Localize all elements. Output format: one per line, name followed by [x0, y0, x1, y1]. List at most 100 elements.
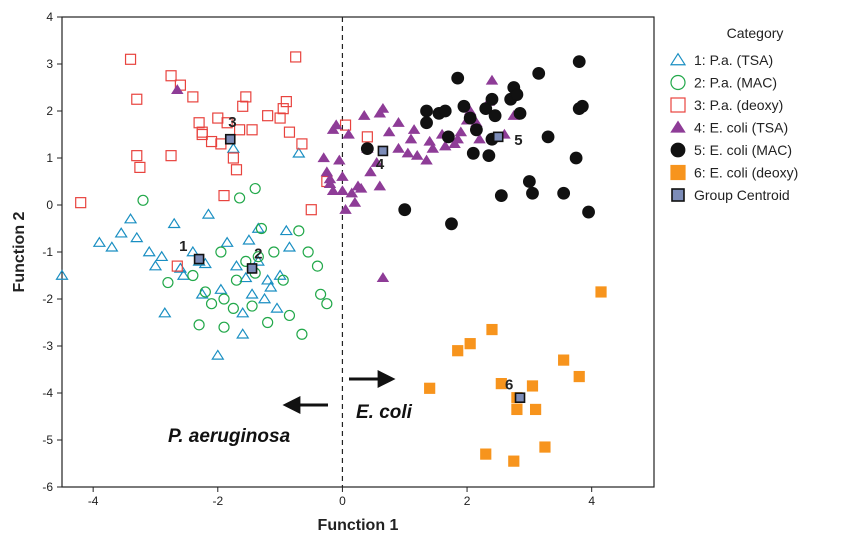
data-point — [249, 182, 261, 195]
data-point — [360, 142, 374, 156]
data-point — [218, 190, 230, 202]
y-tick-label: 1 — [46, 151, 53, 165]
y-tick-label: -5 — [42, 433, 53, 447]
data-point — [195, 288, 209, 299]
x-tick-label: -4 — [88, 494, 99, 508]
data-point — [196, 128, 208, 141]
data-point — [162, 276, 174, 289]
data-point — [557, 186, 571, 200]
centroid-label: 5 — [514, 132, 522, 149]
data-point — [215, 138, 227, 150]
legend-item-label: 4: E. coli (TSA) — [694, 120, 788, 136]
data-point — [539, 441, 551, 453]
data-point — [510, 88, 524, 101]
data-point — [229, 260, 244, 271]
data-point — [193, 319, 205, 331]
data-point — [245, 288, 259, 299]
x-tick-label: 0 — [339, 494, 346, 508]
data-point — [205, 298, 218, 310]
data-point — [246, 300, 258, 312]
data-point — [317, 152, 330, 163]
data-point — [205, 135, 218, 148]
data-point — [373, 180, 387, 191]
data-point — [382, 126, 396, 137]
centroid-label: 4 — [376, 156, 385, 173]
data-point — [485, 74, 499, 85]
data-point — [92, 236, 106, 247]
data-point — [211, 349, 225, 360]
y-axis-title: Function 2 — [11, 211, 28, 292]
data-point — [392, 142, 405, 153]
data-point — [348, 196, 362, 207]
data-point — [482, 149, 496, 163]
data-point — [148, 260, 163, 271]
legend-item-label: 2: P.a. (MAC) — [694, 75, 777, 91]
data-point — [420, 116, 433, 130]
data-point — [171, 84, 184, 94]
data-point — [187, 269, 199, 282]
data-point — [494, 189, 508, 203]
data-point — [218, 293, 230, 305]
data-point — [582, 205, 595, 219]
scatter-points — [55, 51, 607, 467]
data-point — [124, 53, 137, 65]
data-point — [404, 133, 418, 144]
legend-item-label: 3: P.a. (deoxy) — [694, 97, 783, 113]
y-tick-label: -2 — [42, 292, 53, 306]
data-point — [323, 173, 337, 184]
legend-item-label: Group Centroid — [694, 187, 790, 203]
data-point — [226, 142, 240, 153]
data-point — [274, 112, 286, 124]
data-point — [261, 274, 275, 285]
data-point — [220, 236, 234, 247]
data-point — [131, 150, 143, 162]
data-point — [342, 128, 355, 139]
data-point — [218, 321, 230, 333]
data-point — [199, 286, 211, 298]
data-point — [55, 269, 69, 280]
centroid-marker — [224, 133, 236, 145]
data-point — [257, 292, 272, 304]
data-point — [186, 245, 200, 257]
data-point — [513, 106, 527, 120]
data-point — [105, 241, 119, 252]
ecoli-direction-label: E. coli — [356, 402, 413, 423]
data-point — [480, 448, 492, 460]
y-tick-label: -4 — [42, 386, 53, 400]
data-point — [526, 380, 539, 392]
data-point — [339, 204, 352, 214]
data-point — [130, 231, 144, 243]
data-point — [463, 111, 477, 125]
data-point — [333, 154, 346, 165]
legend: Category 1: P.a. (TSA) 2: P.a. (MAC) 3: P.… — [669, 25, 798, 203]
data-point — [424, 382, 436, 394]
data-point — [237, 100, 249, 112]
data-point — [292, 147, 306, 158]
y-tick-label: -3 — [42, 339, 53, 353]
data-point — [277, 103, 289, 115]
legend-swatch — [670, 97, 686, 113]
data-point — [290, 51, 302, 63]
centroid-marker — [514, 392, 526, 404]
data-point — [236, 328, 250, 339]
data-point — [137, 194, 149, 206]
data-point — [572, 55, 586, 69]
data-point — [305, 204, 317, 216]
data-point — [262, 110, 274, 122]
data-point — [336, 185, 349, 196]
data-point — [401, 147, 415, 158]
data-point — [426, 142, 440, 153]
data-point — [252, 251, 264, 263]
data-point — [336, 171, 349, 181]
group-centroids: 1 2 3 4 5 6 — [179, 114, 526, 404]
y-tick-label: 4 — [46, 10, 53, 24]
data-point — [131, 93, 143, 105]
data-point — [320, 166, 334, 177]
data-point — [280, 95, 292, 108]
data-point — [354, 182, 368, 193]
data-point — [293, 225, 305, 237]
data-point — [283, 126, 296, 138]
centroid-marker — [377, 145, 389, 157]
x-tick-label: 4 — [588, 494, 595, 508]
data-point — [246, 124, 258, 136]
